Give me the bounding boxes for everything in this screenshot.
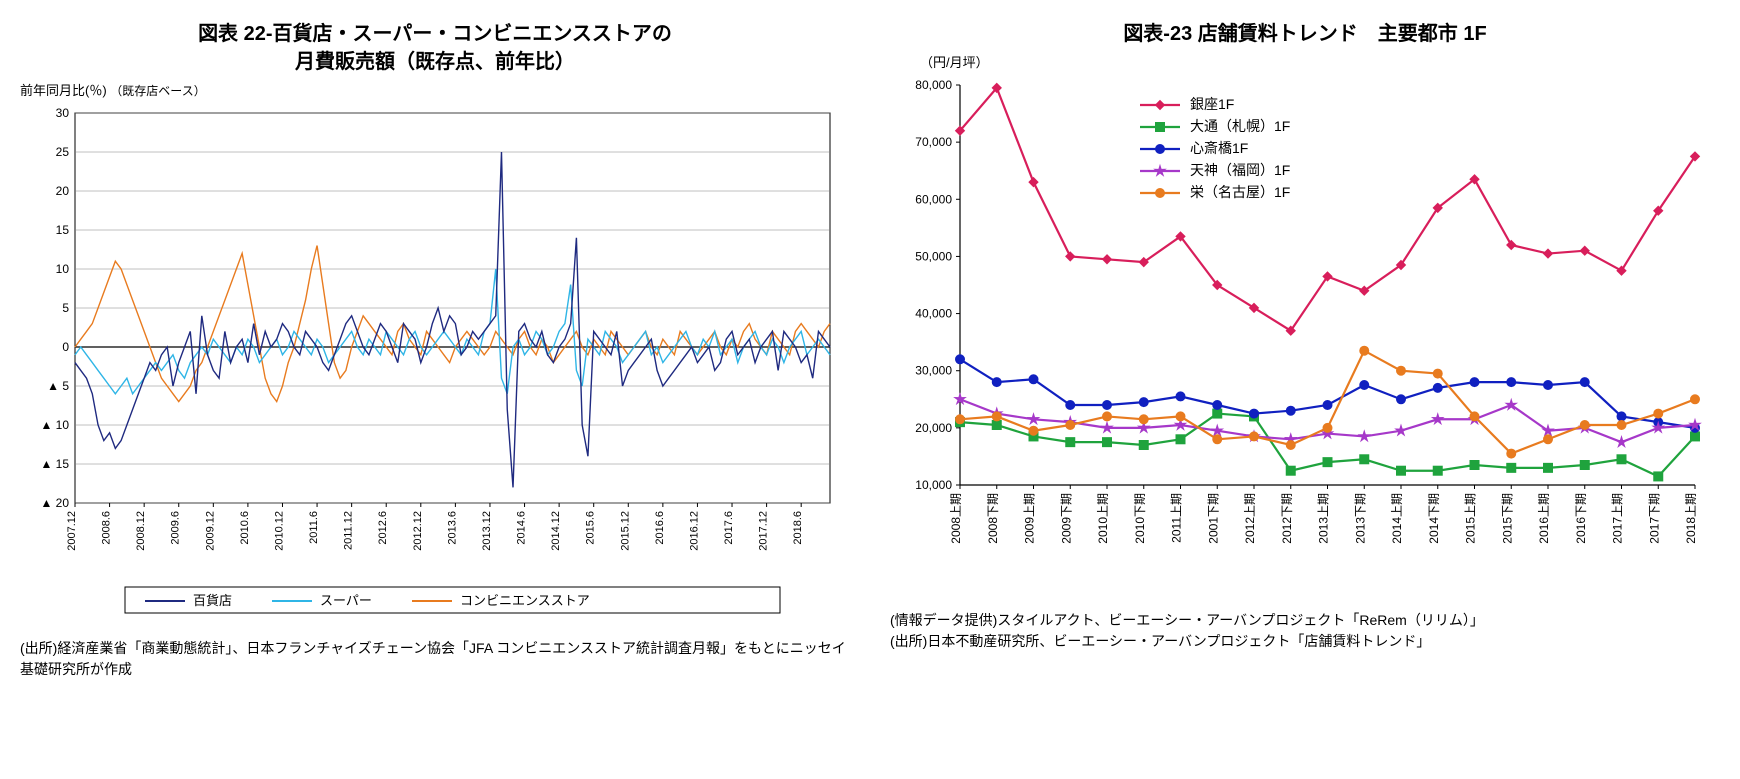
svg-text:2008.12: 2008.12 (135, 511, 147, 551)
svg-text:スーパー: スーパー (320, 593, 372, 608)
left-y-label: 前年同月比(％) (20, 83, 107, 98)
svg-text:2015上期: 2015上期 (1464, 493, 1478, 544)
svg-text:2014上期: 2014上期 (1390, 493, 1404, 544)
svg-text:2009.12: 2009.12 (204, 511, 216, 551)
svg-text:2015下期: 2015下期 (1500, 493, 1514, 544)
svg-text:2018.6: 2018.6 (792, 511, 804, 545)
svg-text:2014.6: 2014.6 (516, 511, 528, 545)
right-title: 図表-23 店舗賃料トレンド 主要都市 1F (890, 20, 1720, 48)
left-panel: 図表 22-百貨店・スーパー・コンビニエンスストアの 月費販売額（既存点、前年比… (20, 20, 850, 680)
svg-text:30: 30 (56, 106, 70, 120)
svg-text:2008下期: 2008下期 (986, 493, 1000, 544)
svg-text:2008.6: 2008.6 (101, 511, 113, 545)
svg-text:2010上期: 2010上期 (1096, 493, 1110, 544)
right-panel: 図表-23 店舗賃料トレンド 主要都市 1F （円/月坪） 10,000 20,0… (890, 20, 1720, 680)
svg-text:2016上期: 2016上期 (1537, 493, 1551, 544)
left-title-line1: 図表 22-百貨店・スーパー・コンビニエンスストアの (198, 23, 672, 45)
right-info: (情報データ提供)スタイルアクト、ビーエーシー・アーバンプロジェクト「ReRem… (890, 610, 1720, 631)
svg-text:2015.6: 2015.6 (585, 511, 597, 545)
svg-text:2012下期: 2012下期 (1280, 493, 1294, 544)
left-svg: ▲ 20 ▲ 15 ▲ 10 ▲ 5 0 5 10 15 20 25 30 2007.12 2008.6… (20, 103, 840, 623)
svg-text:70,000: 70,000 (915, 135, 952, 149)
svg-text:2017.12: 2017.12 (758, 511, 770, 551)
svg-text:10,000: 10,000 (915, 478, 952, 492)
svg-text:20,000: 20,000 (915, 421, 952, 435)
svg-text:2017下期: 2017下期 (1647, 493, 1661, 544)
left-y-sub: （既存店ベース） (110, 84, 205, 98)
svg-text:2012上期: 2012上期 (1243, 493, 1257, 544)
left-source: (出所)経済産業省「商業動態統計」、日本フランチャイズチェーン協会「JFA コン… (20, 638, 850, 680)
svg-text:2012.6: 2012.6 (377, 511, 389, 545)
svg-text:0: 0 (62, 340, 69, 354)
svg-text:2011上期: 2011上期 (1170, 493, 1184, 543)
svg-text:25: 25 (56, 145, 70, 159)
svg-text:15: 15 (56, 223, 70, 237)
svg-text:銀座1F: 銀座1F (1190, 96, 1234, 112)
svg-text:2018上期: 2018上期 (1684, 493, 1698, 544)
svg-text:百貨店: 百貨店 (193, 593, 232, 608)
svg-text:2009上期: 2009上期 (1023, 493, 1037, 544)
svg-text:2009.6: 2009.6 (170, 511, 182, 545)
svg-text:コンビニエンスストア: コンビニエンスストア (460, 593, 590, 608)
svg-text:2015.12: 2015.12 (619, 511, 631, 551)
svg-text:2014.12: 2014.12 (550, 511, 562, 551)
svg-text:2001下期: 2001下期 (1206, 493, 1220, 544)
svg-text:2013下期: 2013下期 (1353, 493, 1367, 544)
svg-text:2014下期: 2014下期 (1427, 493, 1441, 544)
svg-text:2010下期: 2010下期 (1133, 493, 1147, 544)
svg-text:2016.12: 2016.12 (688, 511, 700, 551)
charts-container: 図表 22-百貨店・スーパー・コンビニエンスストアの 月費販売額（既存点、前年比… (20, 20, 1720, 680)
svg-text:心斎橋1F: 心斎橋1F (1190, 140, 1248, 156)
svg-text:2012.12: 2012.12 (412, 511, 424, 551)
svg-text:20: 20 (56, 184, 70, 198)
right-chart: 10,000 20,000 30,000 40,000 50,000 60,000 70,0… (890, 75, 1720, 600)
svg-text:▲ 5: ▲ 5 (47, 379, 69, 393)
svg-text:2017上期: 2017上期 (1611, 493, 1625, 544)
svg-text:2010.12: 2010.12 (273, 511, 285, 551)
svg-text:天神（福岡）1F: 天神（福岡）1F (1190, 162, 1290, 178)
svg-text:▲ 15: ▲ 15 (40, 457, 69, 471)
svg-text:2013.6: 2013.6 (446, 511, 458, 545)
svg-text:50,000: 50,000 (915, 249, 952, 263)
svg-text:大通（札幌）1F: 大通（札幌）1F (1190, 118, 1290, 134)
left-title: 図表 22-百貨店・スーパー・コンビニエンスストアの 月費販売額（既存点、前年比… (20, 20, 850, 76)
svg-text:2016.6: 2016.6 (654, 511, 666, 545)
svg-text:2008上期: 2008上期 (949, 493, 963, 544)
svg-text:2017.6: 2017.6 (723, 511, 735, 545)
right-source: (出所)日本不動産研究所、ビーエーシー・アーバンプロジェクト「店舗賃料トレンド」 (890, 631, 1720, 652)
right-y-label: （円/月坪） (920, 52, 1720, 71)
left-chart: ▲ 20 ▲ 15 ▲ 10 ▲ 5 0 5 10 15 20 25 30 2007.12 2008.6… (20, 103, 850, 628)
svg-text:2016下期: 2016下期 (1574, 493, 1588, 544)
svg-text:80,000: 80,000 (915, 78, 952, 92)
svg-text:10: 10 (56, 262, 70, 276)
left-title-line2: 月費販売額（既存点、前年比） (295, 51, 575, 73)
svg-text:2013上期: 2013上期 (1317, 493, 1331, 544)
svg-text:5: 5 (62, 301, 69, 315)
svg-text:40,000: 40,000 (915, 307, 952, 321)
svg-text:▲ 10: ▲ 10 (40, 418, 69, 432)
svg-text:60,000: 60,000 (915, 192, 952, 206)
svg-text:2013.12: 2013.12 (481, 511, 493, 551)
svg-text:2011.6: 2011.6 (308, 511, 320, 544)
svg-text:▲ 20: ▲ 20 (40, 496, 69, 510)
svg-text:2011.12: 2011.12 (343, 511, 355, 550)
svg-text:2010.6: 2010.6 (239, 511, 251, 545)
svg-text:2009下期: 2009下期 (1059, 493, 1073, 544)
svg-text:30,000: 30,000 (915, 364, 952, 378)
right-svg: 10,000 20,000 30,000 40,000 50,000 60,000 70,0… (890, 75, 1710, 595)
left-y-label-row: 前年同月比(％) （既存店ベース） (20, 80, 850, 99)
svg-text:栄（名古屋）1F: 栄（名古屋）1F (1190, 184, 1290, 200)
svg-text:2007.12: 2007.12 (66, 511, 78, 551)
